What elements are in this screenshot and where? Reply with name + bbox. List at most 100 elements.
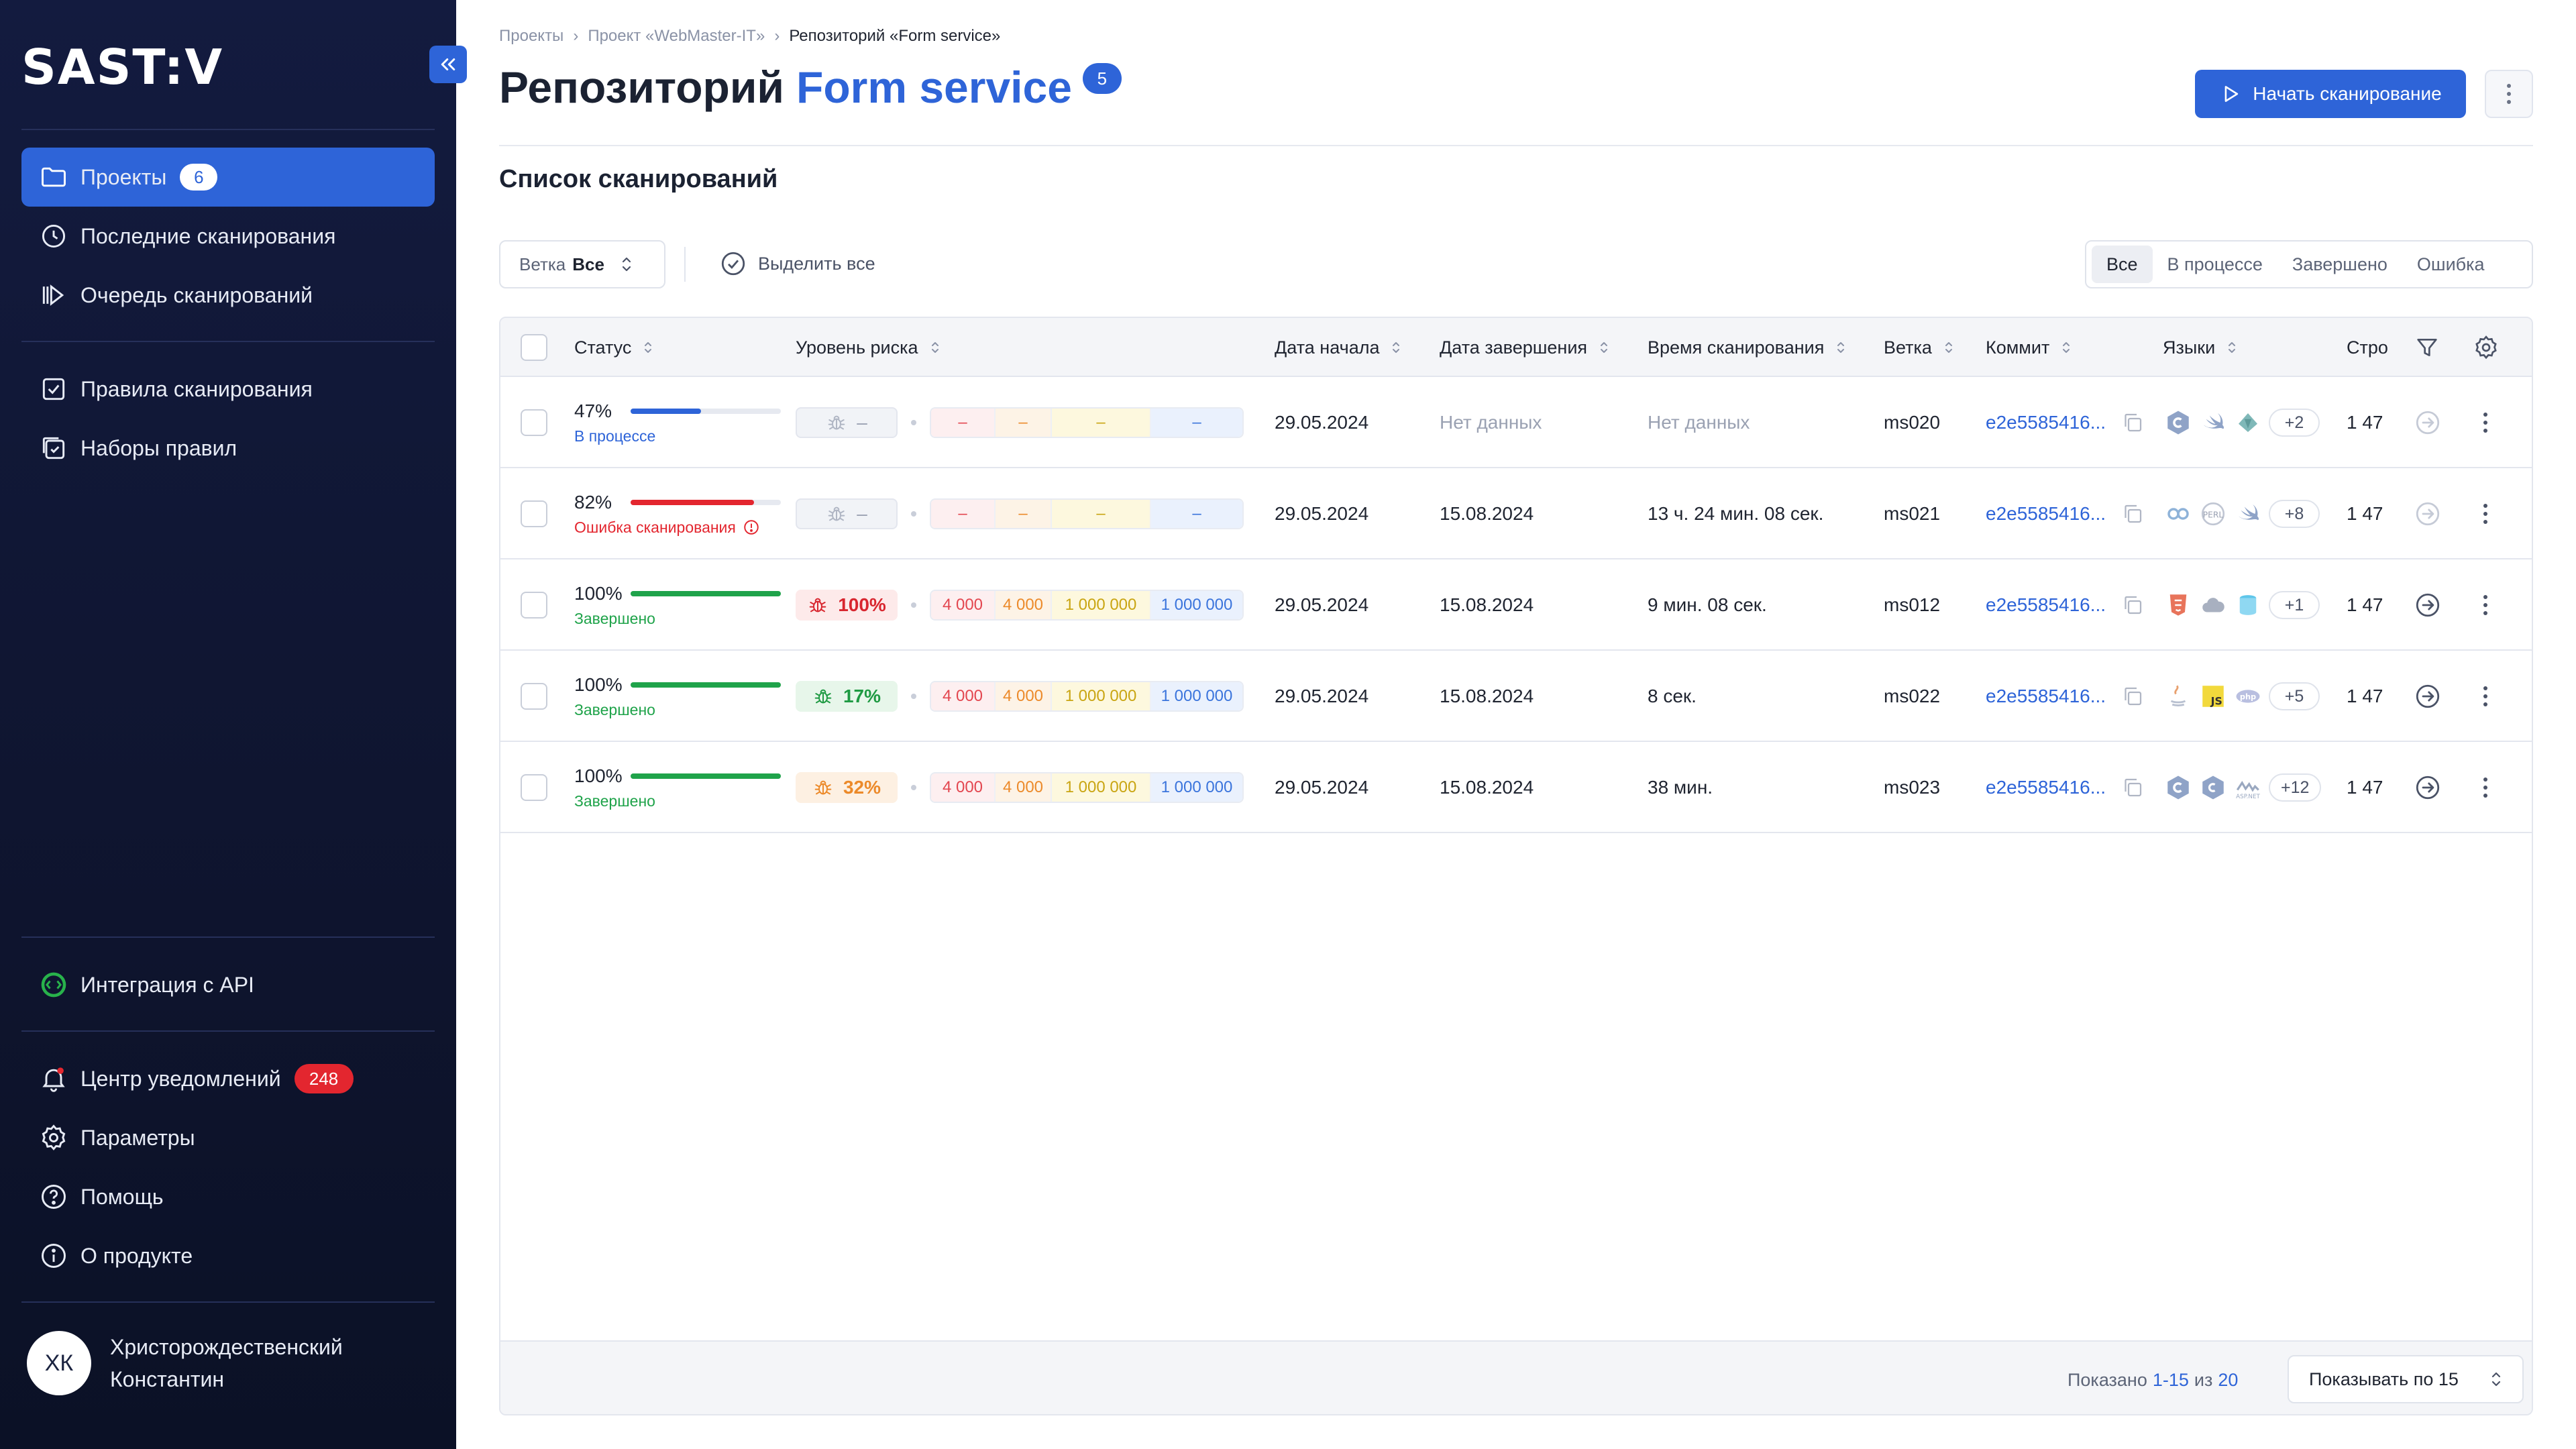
commit-link[interactable]: e2e5585416... [1986, 412, 2106, 433]
row-checkbox-cell [521, 468, 547, 559]
column-branch[interactable]: Ветка [1884, 318, 1953, 377]
select-all-button[interactable]: Выделить все [719, 250, 875, 278]
open-scan-button[interactable] [2414, 559, 2442, 651]
column-duration[interactable]: Время сканирования [1648, 318, 1845, 377]
column-status[interactable]: Статус [574, 318, 653, 377]
filter-tab-completed[interactable]: Завершено [2292, 254, 2387, 274]
sidebar-item-notifications[interactable]: Центр уведомлений 248 [21, 1049, 435, 1108]
row-checkbox[interactable] [521, 774, 547, 801]
more-languages-badge[interactable]: +12 [2269, 773, 2322, 802]
status-text: Завершено [574, 792, 655, 810]
page-size-select[interactable]: Показывать по 15 [2288, 1355, 2524, 1403]
table-row[interactable]: 82% Ошибка сканирования – – – – – 29.05.202… [500, 468, 2532, 559]
row-actions-button[interactable] [2482, 559, 2489, 651]
row-checkbox[interactable] [521, 500, 547, 527]
open-scan-button[interactable] [2414, 468, 2442, 559]
copy-icon[interactable] [2121, 775, 2145, 800]
more-languages-badge[interactable]: +8 [2269, 500, 2320, 528]
sidebar-item-settings[interactable]: Параметры [21, 1108, 435, 1167]
sort-icon [1393, 342, 1400, 353]
sidebar-item-label: Параметры [80, 1125, 195, 1150]
filter-tab-in-progress[interactable]: В процессе [2167, 254, 2263, 274]
shown-range[interactable]: 1-15 [2152, 1369, 2189, 1390]
sidebar-item-scan-rules[interactable]: Правила сканирования [21, 360, 435, 419]
commit-link[interactable]: e2e5585416... [1986, 686, 2106, 706]
status-label: Завершено [574, 792, 655, 810]
more-actions-button[interactable] [2485, 70, 2533, 118]
status-filter-tabs: Все В процессе Завершено Ошибка [2085, 240, 2533, 288]
risk-cell: 17% 4 000 4 000 1 000 000 1 000 000 [796, 651, 1244, 742]
collapse-sidebar-button[interactable] [429, 46, 467, 83]
table-row[interactable]: 47% В процессе – – – – – 29.05.2024 Нет дан… [500, 377, 2532, 468]
commit-link[interactable]: e2e5585416... [1986, 777, 2106, 798]
kebab-icon [2483, 504, 2487, 524]
breadcrumb-project[interactable]: Проект «WebMaster-IT» [588, 27, 765, 45]
shown-of: из [2194, 1369, 2213, 1390]
row-actions-button[interactable] [2482, 377, 2489, 468]
error-info-icon[interactable] [743, 519, 760, 536]
sidebar-item-help[interactable]: Помощь [21, 1167, 435, 1226]
row-checkbox-cell [521, 651, 547, 742]
commit-link[interactable]: e2e5585416... [1986, 594, 2106, 615]
open-scan-button[interactable] [2414, 651, 2442, 742]
sidebar-item-projects[interactable]: Проекты 6 [21, 148, 435, 207]
progress-bar [631, 682, 781, 688]
copy-icon[interactable] [2121, 411, 2145, 435]
row-actions-button[interactable] [2482, 468, 2489, 559]
column-lines[interactable]: Стро [2347, 318, 2408, 377]
sidebar-item-about[interactable]: О продукте [21, 1226, 435, 1285]
more-languages-badge[interactable]: +5 [2269, 682, 2320, 710]
open-scan-button[interactable] [2414, 742, 2442, 833]
column-commit[interactable]: Коммит [1986, 318, 2071, 377]
row-actions-button[interactable] [2482, 742, 2489, 833]
scan-duration: 8 сек. [1648, 686, 1697, 706]
severity-count: 1 000 000 [1151, 682, 1242, 710]
more-languages-badge[interactable]: +1 [2269, 591, 2320, 619]
sidebar-item-label: Очередь сканирований [80, 282, 313, 307]
filter-tab-error[interactable]: Ошибка [2416, 254, 2485, 274]
row-checkbox-cell [521, 559, 547, 651]
column-languages-label: Языки [2163, 337, 2216, 358]
table-row[interactable]: 100% Завершено 100% 4 000 4 000 1 000 000 1… [500, 559, 2532, 651]
column-risk[interactable]: Уровень риска [796, 318, 940, 377]
sort-icon [2229, 342, 2236, 353]
shown-total[interactable]: 20 [2218, 1369, 2239, 1390]
table-row[interactable]: 100% Завершено 32% 4 000 4 000 1 000 000 1 … [500, 742, 2532, 833]
checkbox[interactable] [521, 334, 547, 361]
column-start-date[interactable]: Дата начала [1275, 318, 1401, 377]
column-risk-label: Уровень риска [796, 337, 918, 358]
user-profile[interactable]: ХК Христорождественский Константин [27, 1331, 343, 1395]
severity-counts: 4 000 4 000 1 000 000 1 000 000 [930, 681, 1244, 712]
row-checkbox[interactable] [521, 409, 547, 436]
progress-bar [631, 499, 781, 505]
more-languages-badge[interactable]: +2 [2269, 409, 2320, 437]
table-row[interactable]: 100% Завершено 17% 4 000 4 000 1 000 000 1 … [500, 651, 2532, 742]
progress-bar-fill [631, 408, 702, 414]
branch-filter-value: Все [572, 254, 604, 274]
copy-icon[interactable] [2121, 593, 2145, 617]
status-cell: 100% Завершено [574, 651, 781, 742]
sidebar-item-scan-queue[interactable]: Очередь сканирований [21, 266, 435, 325]
breadcrumb-projects[interactable]: Проекты [499, 27, 564, 45]
branch-filter-select[interactable]: Ветка Все [499, 240, 665, 288]
filter-tab-all[interactable]: Все [2092, 246, 2153, 283]
sidebar-item-recent-scans[interactable]: Последние сканирования [21, 207, 435, 266]
sidebar-item-rulesets[interactable]: Наборы правил [21, 419, 435, 478]
copy-icon[interactable] [2121, 684, 2145, 708]
column-end-date[interactable]: Дата завершения [1440, 318, 1609, 377]
filter-columns-button[interactable] [2414, 318, 2440, 377]
sidebar-item-api[interactable]: Интеграция с API [21, 955, 435, 1014]
app-logo[interactable]: SAST:V [21, 39, 224, 95]
row-actions-button[interactable] [2482, 651, 2489, 742]
select-all-checkbox[interactable] [521, 318, 547, 377]
commit-link[interactable]: e2e5585416... [1986, 503, 2106, 524]
copy-icon[interactable] [2121, 502, 2145, 526]
page-title-prefix: Репозиторий [499, 62, 785, 112]
table-settings-button[interactable] [2473, 318, 2500, 377]
sort-updown-icon [2491, 1372, 2501, 1387]
column-languages[interactable]: Языки [2163, 318, 2237, 377]
row-checkbox[interactable] [521, 683, 547, 710]
row-checkbox[interactable] [521, 592, 547, 619]
open-scan-button[interactable] [2414, 377, 2442, 468]
start-scan-button[interactable]: Начать сканирование [2195, 70, 2466, 118]
